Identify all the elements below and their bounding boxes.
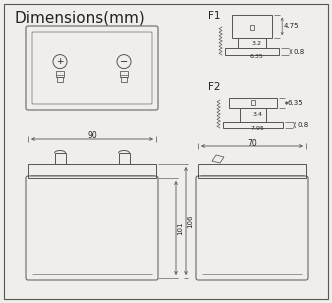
Bar: [250, 25, 254, 30]
Text: 7.95: 7.95: [251, 126, 265, 132]
Bar: [56, 71, 64, 77]
Bar: [225, 48, 279, 55]
Bar: [198, 164, 306, 178]
Bar: [121, 77, 127, 82]
Text: 0.8: 0.8: [297, 122, 308, 128]
Bar: [232, 15, 272, 38]
Text: 101: 101: [177, 221, 183, 235]
Bar: [229, 98, 277, 108]
Text: 3.4: 3.4: [253, 112, 263, 118]
Bar: [119, 153, 129, 164]
Text: 6.35: 6.35: [250, 54, 264, 59]
Text: F1: F1: [208, 11, 220, 21]
Text: 0.8: 0.8: [293, 48, 304, 55]
Text: 106: 106: [187, 214, 193, 228]
Text: 3.2: 3.2: [252, 41, 262, 46]
Bar: [223, 122, 283, 128]
Bar: [240, 108, 266, 122]
Text: 90: 90: [87, 132, 97, 141]
Text: F2: F2: [208, 82, 220, 92]
Text: +: +: [56, 57, 64, 66]
Text: 4.75: 4.75: [284, 23, 299, 29]
Text: 6.35: 6.35: [288, 100, 303, 106]
Bar: [57, 77, 63, 82]
Bar: [28, 164, 156, 178]
Bar: [54, 153, 65, 164]
Text: −: −: [120, 57, 128, 67]
Text: 70: 70: [247, 138, 257, 148]
Bar: [120, 71, 128, 77]
Bar: [238, 38, 266, 48]
Bar: [251, 100, 255, 105]
Text: Dimensions(mm): Dimensions(mm): [14, 11, 145, 25]
